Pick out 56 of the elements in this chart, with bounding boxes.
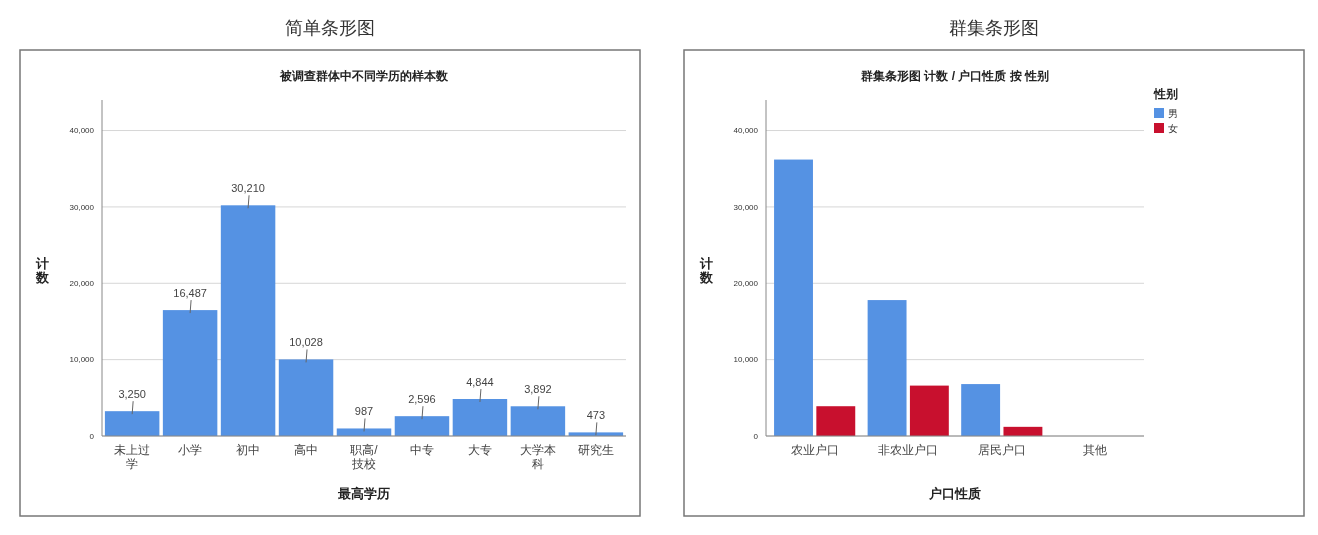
x-tick-label: 大专: [467, 443, 492, 457]
bar: [510, 406, 566, 436]
bar: [816, 406, 856, 436]
data-label: 4,844: [466, 376, 494, 389]
data-label: 473: [586, 409, 606, 422]
y-tick-label: 40,000: [69, 126, 95, 136]
y-tick-label: 30,000: [69, 202, 95, 212]
x-tick-label: 其他: [1083, 443, 1108, 457]
x-tick-label: 高中: [294, 443, 319, 457]
x-tick-label: 大学本科: [519, 443, 556, 471]
y-tick-label: 40,000: [733, 126, 759, 136]
legend-label: 男: [1168, 108, 1178, 119]
x-tick-label: 研究生: [577, 443, 614, 457]
bar: [220, 205, 276, 436]
data-label: 30,210: [231, 182, 265, 195]
legend-label: 女: [1168, 123, 1178, 134]
chart-subtitle: 被调查群体中不同学历的样本数: [279, 69, 449, 83]
legend-title: 性别: [1153, 87, 1178, 101]
x-tick-label: 居民户口: [977, 443, 1026, 457]
bar: [452, 399, 508, 436]
x-tick-label: 农业户口: [790, 443, 839, 457]
y-tick-label: 0: [753, 431, 759, 441]
bar: [961, 384, 1001, 436]
chart-title: 简单条形图: [285, 18, 375, 38]
bar: [867, 300, 907, 436]
x-tick-label: 未上过学: [114, 443, 151, 471]
bar: [104, 411, 160, 436]
chart-subtitle: 群集条形图 计数 / 户口性质 按 性别: [859, 69, 1050, 83]
x-tick-label: 小学: [178, 443, 203, 457]
data-label: 16,487: [173, 287, 207, 300]
x-tick-label: 非农业户口: [878, 443, 939, 457]
y-tick-label: 10,000: [733, 355, 759, 365]
y-tick-label: 20,000: [69, 279, 95, 289]
y-tick-label: 0: [89, 431, 95, 441]
y-axis-title: 计数: [34, 256, 50, 285]
bar: [394, 416, 450, 436]
y-tick-label: 10,000: [69, 355, 95, 365]
y-tick-label: 20,000: [733, 279, 759, 289]
x-tick-label: 职高/技校: [350, 443, 379, 471]
x-axis-title: 户口性质: [928, 486, 981, 501]
data-label: 987: [354, 405, 374, 418]
x-tick-label: 中专: [409, 443, 434, 457]
bar: [909, 385, 949, 436]
data-label: 2,596: [408, 393, 436, 406]
data-label: 3,250: [118, 388, 146, 401]
x-tick-label: 初中: [236, 443, 261, 457]
bar: [336, 428, 392, 436]
x-axis-title: 最高学历: [337, 486, 390, 501]
y-axis-title: 计数: [698, 256, 714, 285]
bar: [278, 359, 334, 436]
chart-title: 群集条形图: [949, 18, 1039, 38]
bar: [774, 159, 813, 436]
y-tick-label: 30,000: [733, 202, 759, 212]
bar: [162, 310, 218, 436]
data-label: 3,892: [524, 383, 552, 396]
data-label: 10,028: [289, 336, 323, 349]
